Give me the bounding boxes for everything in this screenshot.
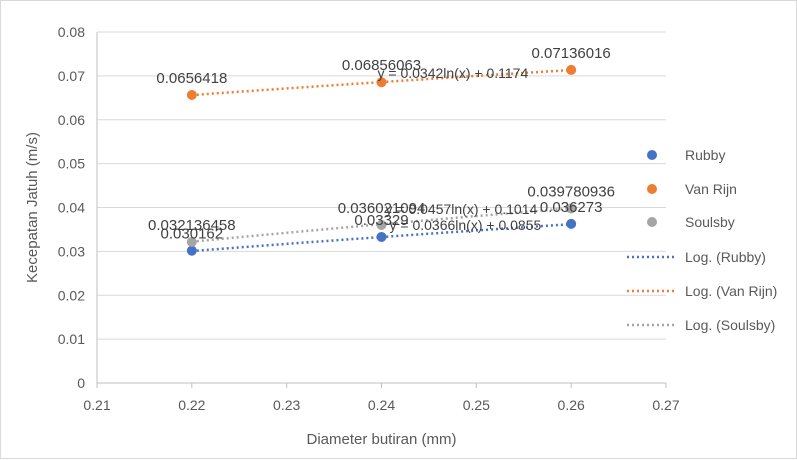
axes: 0 0.01 0.02 0.03 0.04 0.05 0.06 0.07 0.08 0.21 0.2… xyxy=(24,24,680,448)
data-point-rubby xyxy=(376,231,387,242)
data-point-van-rijn xyxy=(566,64,577,75)
data-point-soulsby xyxy=(376,219,387,230)
x-tick-label: 0.25 xyxy=(463,397,490,413)
y-tick-label: 0.08 xyxy=(58,24,85,40)
legend-label: Rubby xyxy=(685,147,725,163)
data-label: 0.06856063 xyxy=(342,57,421,74)
y-tick-label: 0.05 xyxy=(58,156,85,172)
y-tick-label: 0.03 xyxy=(58,243,85,259)
data-label: 0.0656418 xyxy=(156,70,227,87)
legend: Rubby Van Rijn Soulsby Log. (Rubby) Log. (Va… xyxy=(627,147,777,333)
legend-label: Log. (Rubby) xyxy=(685,249,766,265)
x-tick-label: 0.21 xyxy=(83,397,110,413)
y-tick-label: 0.01 xyxy=(58,331,85,347)
y-tick-label: 0.07 xyxy=(58,68,85,84)
legend-label: Van Rijn xyxy=(685,181,737,197)
data-point-soulsby xyxy=(566,203,577,214)
legend-label: Log. (Van Rijn) xyxy=(685,283,777,299)
data-label: 0.036273 xyxy=(540,199,603,216)
y-tick-label: 0.04 xyxy=(58,200,85,216)
data-label: 0.07136016 xyxy=(532,45,611,62)
y-axis-title: Kecepatan Jatuh (m/s) xyxy=(24,132,41,283)
y-tick-label: 0.02 xyxy=(58,287,85,303)
trendline-equation: y = 0.0342ln(x) + 0.1174 xyxy=(378,65,529,81)
x-tick-label: 0.27 xyxy=(652,397,679,413)
data-point-soulsby xyxy=(186,237,197,248)
legend-marker-soulsby xyxy=(647,217,657,227)
data-label: 0.03329 xyxy=(354,212,408,229)
data-point-rubby xyxy=(186,245,197,256)
x-axis-title: Diameter butiran (mm) xyxy=(306,431,456,448)
legend-label: Log. (Soulsby) xyxy=(685,317,775,333)
trendline-equation: y = 0.0457ln(x) + 0.1014 xyxy=(386,201,538,217)
legend-marker-rubby xyxy=(647,150,657,160)
x-tick-label: 0.26 xyxy=(558,397,585,413)
data-label: 0.036021094 xyxy=(338,200,426,217)
y-tick-label: 0 xyxy=(77,375,85,391)
data-label: 0.032136458 xyxy=(148,217,236,234)
data-point-van-rijn xyxy=(186,89,197,100)
x-tick-label: 0.24 xyxy=(368,397,395,413)
data-point-rubby xyxy=(566,218,577,229)
data-label: 0.030162 xyxy=(161,226,224,243)
x-tick-label: 0.23 xyxy=(273,397,300,413)
data-labels: 0.030162 0.03329 0.036273 0.0656418 0.068560… xyxy=(148,45,615,243)
data-label: 0.039780936 xyxy=(527,183,615,200)
data-point-van-rijn xyxy=(376,77,387,88)
y-tick-label: 0.06 xyxy=(58,112,85,128)
legend-label: Soulsby xyxy=(685,214,735,230)
data-points xyxy=(186,64,577,256)
x-tick-label: 0.22 xyxy=(178,397,205,413)
legend-marker-van-rijn xyxy=(647,184,657,194)
trendline-equation: y = 0.0366ln(x) + 0.0855 xyxy=(390,217,542,233)
